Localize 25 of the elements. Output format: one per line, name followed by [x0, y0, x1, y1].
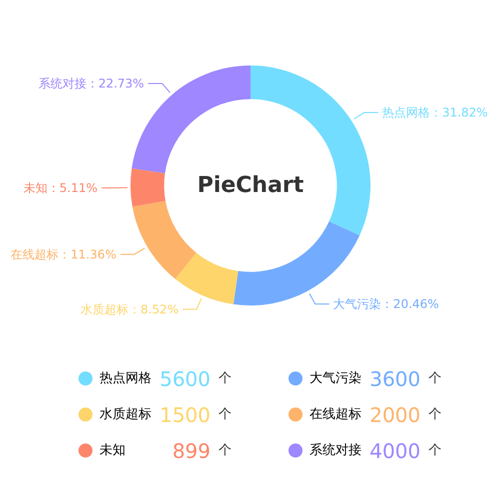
- text: 未知：5.11%: [23, 180, 98, 195]
- text: 系统对接：22.73%: [38, 76, 144, 90]
- legend-label: 大气污染: [310, 371, 362, 386]
- data-label: 899: [172, 439, 211, 463]
- legend-label: 未知: [100, 443, 126, 458]
- text: 水质超标：8.52%: [80, 302, 179, 316]
- data-label: 4000: [370, 439, 421, 463]
- legend-label: 水质超标: [100, 407, 152, 422]
- text: 个: [428, 407, 442, 422]
- text: PieChart: [197, 173, 304, 198]
- text: 个: [218, 371, 232, 386]
- legend-label: 系统对接: [310, 443, 362, 458]
- legend-label: 热点网格: [100, 371, 152, 386]
- text: 个: [428, 443, 442, 458]
- data-label: 1500: [160, 403, 211, 427]
- data-label: 3600: [370, 367, 421, 391]
- text: 大气污染：20.46%: [333, 296, 439, 311]
- text: 个: [218, 443, 232, 458]
- text: 在线超标：11.36%: [10, 247, 116, 262]
- legend-label: 在线超标: [310, 407, 362, 422]
- data-label: 2000: [370, 403, 421, 427]
- text: 热点网格：31.82%: [382, 106, 488, 120]
- text: 个: [218, 407, 232, 422]
- text: 个: [428, 371, 442, 386]
- data-label: 5600: [160, 367, 211, 391]
